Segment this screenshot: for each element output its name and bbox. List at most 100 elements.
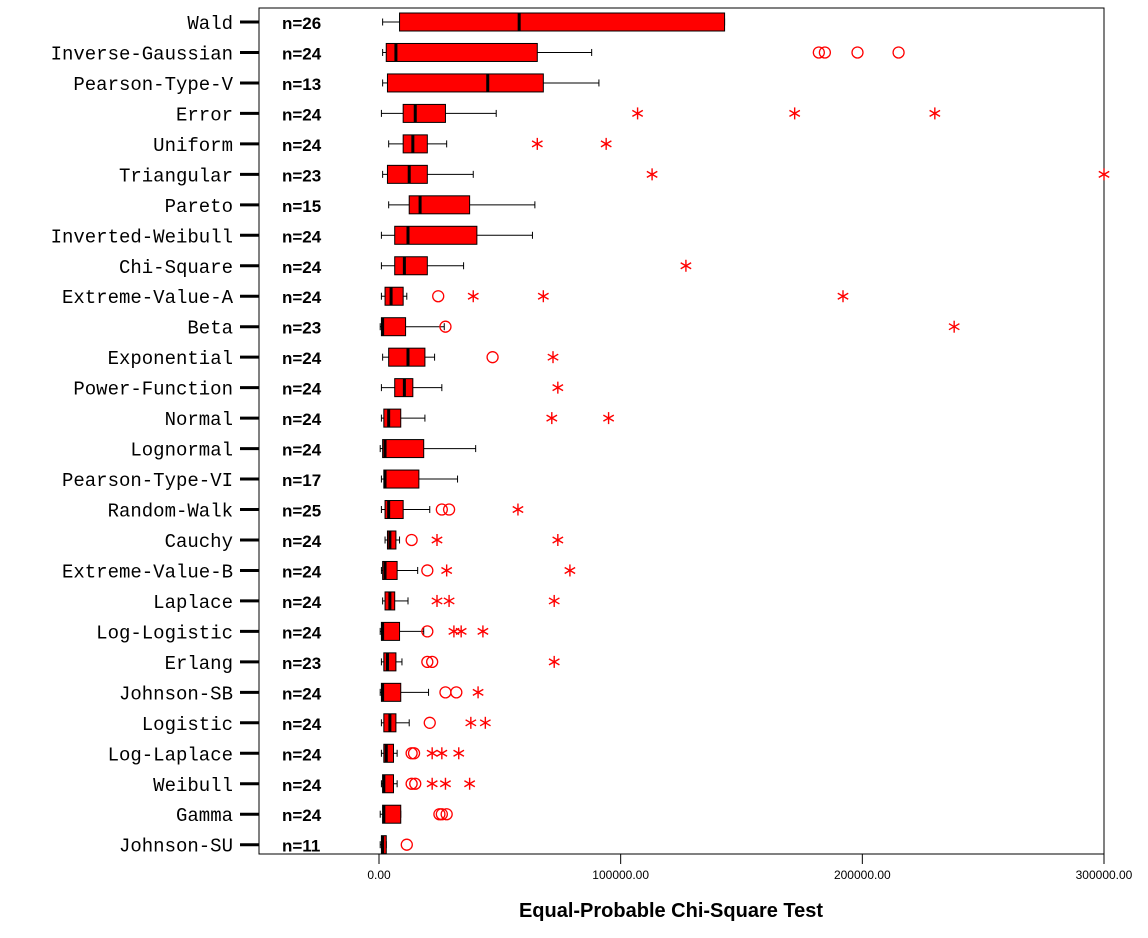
n-label: n=24: [282, 623, 322, 642]
extreme-point: [531, 137, 543, 150]
n-label: n=23: [282, 319, 321, 338]
extreme-stroke: [548, 658, 560, 666]
category-label: Log-Laplace: [108, 744, 233, 766]
outlier-point: [439, 320, 452, 333]
outlier-point: [450, 686, 463, 699]
n-label: n=24: [282, 562, 322, 581]
boxplot-row: Uniform n=24: [153, 134, 612, 157]
box: [383, 652, 397, 672]
x-tick-label: 300000.00: [1076, 868, 1133, 882]
outlier-point: [405, 533, 418, 547]
n-label: n=24: [282, 684, 322, 703]
extreme-stroke: [948, 323, 960, 331]
n-label: n=24: [282, 349, 322, 368]
outlier-point: [442, 503, 456, 516]
box: [383, 408, 402, 428]
box: [380, 682, 402, 702]
boxplot-row: Inverse-Gaussian n=24: [51, 42, 905, 65]
extreme-stroke: [632, 109, 644, 118]
extreme-stroke: [531, 140, 543, 148]
category-label: Johnson-SU: [119, 836, 233, 858]
boxplot-row: Lognormal n=24: [130, 439, 477, 462]
boxplot-row: Triangular n=23: [119, 164, 1110, 187]
extreme-point: [600, 137, 612, 150]
box: [386, 73, 544, 93]
n-label: n=24: [282, 532, 322, 551]
n-label: n=23: [282, 166, 321, 185]
boxplot-row: Johnson-SU n=11: [119, 835, 413, 858]
boxplot-row: Pearson-Type-VI n=17: [62, 469, 459, 492]
extreme-stroke: [465, 719, 477, 727]
extreme-stroke: [477, 627, 489, 636]
n-label: n=24: [282, 258, 322, 277]
extreme-stroke: [467, 292, 479, 300]
extreme-point: [512, 503, 524, 516]
extreme-stroke: [472, 688, 484, 696]
category-label: Exponential: [108, 348, 233, 370]
extreme-stroke: [1098, 170, 1110, 178]
extreme-point: [431, 594, 443, 607]
category-label: Chi-Square: [119, 257, 233, 279]
extreme-point: [465, 716, 477, 729]
extreme-point: [472, 686, 484, 699]
extreme-stroke: [680, 262, 692, 270]
box: [386, 530, 397, 550]
outlier-point: [421, 564, 434, 577]
extreme-point: [564, 564, 576, 577]
extreme-point: [552, 533, 564, 546]
outlier-point: [486, 351, 499, 364]
n-label: n=24: [282, 806, 322, 825]
boxplot-row: Extreme-Value-B n=24: [62, 560, 576, 583]
category-label: Pareto: [165, 196, 233, 218]
extreme-point: [948, 320, 960, 333]
extreme-stroke: [548, 597, 560, 605]
box: [402, 103, 446, 123]
outlier-point: [892, 46, 905, 59]
category-label: Gamma: [176, 805, 233, 827]
extreme-stroke: [479, 719, 491, 727]
extreme-stroke: [837, 292, 849, 300]
extreme-point: [546, 412, 558, 425]
boxplot-row: Logistic n=24: [142, 713, 491, 736]
outlier-point: [421, 625, 434, 638]
extreme-stroke: [439, 780, 452, 788]
extreme-stroke: [929, 109, 941, 118]
extreme-point: [443, 594, 455, 607]
box: [380, 317, 407, 337]
category-label: Triangular: [119, 165, 233, 187]
category-label: Wald: [187, 13, 233, 35]
extreme-stroke: [512, 505, 524, 514]
outlier-point: [405, 777, 418, 790]
extreme-stroke: [443, 597, 455, 605]
box: [383, 743, 395, 763]
outlier-point: [423, 716, 436, 729]
outlier-point: [818, 46, 832, 59]
outlier-point: [407, 747, 421, 760]
boxplot-row: Exponential n=24: [108, 347, 559, 370]
extreme-point: [552, 381, 564, 394]
category-label: Cauchy: [165, 531, 233, 553]
extreme-point: [426, 747, 438, 760]
extreme-point: [537, 290, 549, 303]
n-label: n=23: [282, 654, 321, 673]
n-label: n=24: [282, 44, 322, 63]
extreme-point: [436, 747, 448, 760]
extreme-stroke: [426, 780, 438, 788]
category-label: Inverted-Weibull: [51, 226, 233, 248]
box: [383, 469, 420, 489]
boxplot-row: Pearson-Type-V n=13: [73, 73, 600, 96]
extreme-stroke: [564, 566, 576, 575]
category-label: Weibull: [153, 775, 233, 797]
extreme-stroke: [547, 353, 559, 361]
extreme-point: [455, 625, 467, 638]
category-label: Pearson-Type-V: [73, 74, 233, 96]
category-label: Logistic: [142, 714, 233, 736]
extreme-point: [479, 716, 491, 729]
n-label: n=17: [282, 471, 321, 490]
extreme-point: [646, 168, 658, 181]
n-label: n=24: [282, 380, 322, 399]
box: [384, 286, 404, 306]
extreme-stroke: [552, 536, 564, 544]
extreme-stroke: [453, 749, 465, 757]
category-label: Extreme-Value-A: [62, 287, 234, 309]
